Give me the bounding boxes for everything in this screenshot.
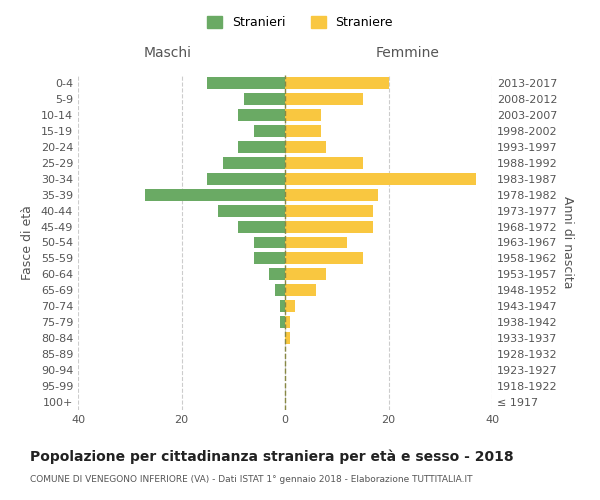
Y-axis label: Fasce di età: Fasce di età xyxy=(21,205,34,280)
Bar xyxy=(285,284,316,296)
Bar xyxy=(285,109,321,121)
Bar xyxy=(238,141,285,153)
Text: Popolazione per cittadinanza straniera per età e sesso - 2018: Popolazione per cittadinanza straniera p… xyxy=(30,450,514,464)
Bar xyxy=(285,157,362,168)
Bar xyxy=(285,300,295,312)
Bar xyxy=(285,172,476,184)
Bar xyxy=(285,316,290,328)
Bar xyxy=(269,268,285,280)
Bar xyxy=(254,252,285,264)
Bar xyxy=(254,236,285,248)
Text: COMUNE DI VENEGONO INFERIORE (VA) - Dati ISTAT 1° gennaio 2018 - Elaborazione TU: COMUNE DI VENEGONO INFERIORE (VA) - Dati… xyxy=(30,475,473,484)
Bar xyxy=(254,125,285,137)
Bar xyxy=(285,93,362,105)
Bar xyxy=(280,300,285,312)
Bar xyxy=(285,125,321,137)
Bar xyxy=(285,252,362,264)
Bar xyxy=(244,93,285,105)
Text: Maschi: Maschi xyxy=(144,46,192,60)
Bar xyxy=(238,220,285,232)
Bar xyxy=(285,188,378,200)
Bar xyxy=(285,220,373,232)
Legend: Stranieri, Straniere: Stranieri, Straniere xyxy=(202,11,398,34)
Bar xyxy=(275,284,285,296)
Bar xyxy=(285,204,373,216)
Bar xyxy=(238,109,285,121)
Bar xyxy=(145,188,285,200)
Bar xyxy=(285,141,326,153)
Y-axis label: Anni di nascita: Anni di nascita xyxy=(561,196,574,289)
Bar xyxy=(223,157,285,168)
Bar xyxy=(208,77,285,89)
Text: Femmine: Femmine xyxy=(376,46,440,60)
Bar xyxy=(285,332,290,344)
Bar xyxy=(285,268,326,280)
Bar xyxy=(218,204,285,216)
Bar xyxy=(285,77,389,89)
Bar xyxy=(285,236,347,248)
Bar xyxy=(208,172,285,184)
Bar xyxy=(280,316,285,328)
